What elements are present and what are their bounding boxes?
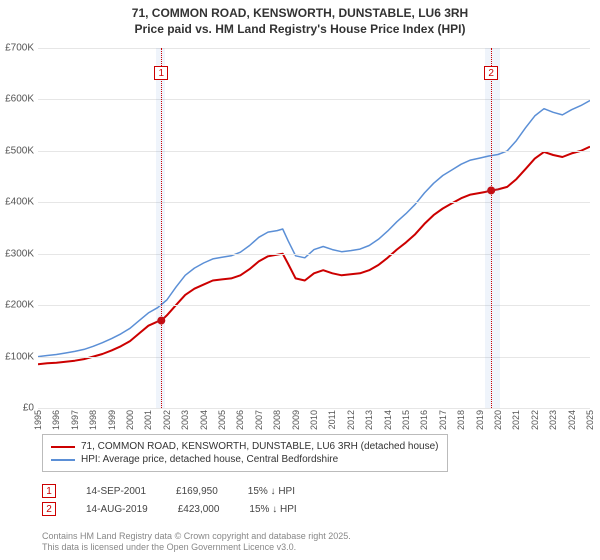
attribution: Contains HM Land Registry data © Crown c… bbox=[42, 531, 351, 554]
x-axis-label: 2024 bbox=[567, 410, 577, 430]
y-axis-label: £300K bbox=[5, 248, 38, 259]
x-axis-label: 1997 bbox=[70, 410, 80, 430]
x-axis-label: 2005 bbox=[217, 410, 227, 430]
sale-hpi-delta: 15% ↓ HPI bbox=[249, 504, 296, 515]
sales-block: 1 14-SEP-2001 £169,950 15% ↓ HPI 2 14-AU… bbox=[42, 480, 297, 520]
title-line-1: 71, COMMON ROAD, KENSWORTH, DUNSTABLE, L… bbox=[0, 6, 600, 22]
x-axis-label: 2022 bbox=[530, 410, 540, 430]
legend-label: 71, COMMON ROAD, KENSWORTH, DUNSTABLE, L… bbox=[81, 441, 439, 452]
sale-hpi-delta: 15% ↓ HPI bbox=[248, 486, 295, 497]
sale-row-1: 1 14-SEP-2001 £169,950 15% ↓ HPI bbox=[42, 484, 297, 498]
x-axis-label: 2000 bbox=[125, 410, 135, 430]
x-axis-label: 2014 bbox=[383, 410, 393, 430]
x-axis-label: 2010 bbox=[309, 410, 319, 430]
sale-date: 14-SEP-2001 bbox=[86, 486, 146, 497]
gridline bbox=[38, 151, 590, 152]
marker-box: 1 bbox=[154, 66, 168, 80]
chart-area: £0£100K£200K£300K£400K£500K£600K£700K199… bbox=[38, 48, 590, 408]
gridline bbox=[38, 48, 590, 49]
x-axis-label: 2011 bbox=[327, 410, 337, 429]
title-line-2: Price paid vs. HM Land Registry's House … bbox=[0, 22, 600, 38]
x-axis-label: 2009 bbox=[291, 410, 301, 430]
y-axis-label: £600K bbox=[5, 94, 38, 105]
legend-item-price-paid: 71, COMMON ROAD, KENSWORTH, DUNSTABLE, L… bbox=[51, 441, 439, 452]
legend-label: HPI: Average price, detached house, Cent… bbox=[81, 454, 338, 465]
title-block: 71, COMMON ROAD, KENSWORTH, DUNSTABLE, L… bbox=[0, 0, 600, 37]
gridline bbox=[38, 254, 590, 255]
x-axis-label: 2023 bbox=[548, 410, 558, 430]
attribution-line-2: This data is licensed under the Open Gov… bbox=[42, 542, 351, 554]
chart-svg bbox=[38, 48, 590, 408]
x-axis-label: 2017 bbox=[438, 410, 448, 430]
y-axis-label: £500K bbox=[5, 145, 38, 156]
x-axis-label: 2019 bbox=[475, 410, 485, 430]
gridline bbox=[38, 305, 590, 306]
y-axis-label: £700K bbox=[5, 43, 38, 54]
x-axis-label: 1996 bbox=[51, 410, 61, 430]
y-axis-label: £400K bbox=[5, 197, 38, 208]
marker-box: 2 bbox=[484, 66, 498, 80]
sale-price: £169,950 bbox=[176, 486, 218, 497]
x-axis-label: 2003 bbox=[180, 410, 190, 430]
x-axis-label: 2016 bbox=[419, 410, 429, 430]
x-axis-label: 2025 bbox=[585, 410, 595, 430]
series-price_paid bbox=[38, 147, 590, 365]
chart-container: 71, COMMON ROAD, KENSWORTH, DUNSTABLE, L… bbox=[0, 0, 600, 560]
gridline bbox=[38, 202, 590, 203]
sale-marker-icon: 1 bbox=[42, 484, 56, 498]
marker-line bbox=[491, 48, 492, 408]
x-axis-label: 2015 bbox=[401, 410, 411, 430]
x-axis-label: 2007 bbox=[254, 410, 264, 430]
legend-swatch bbox=[51, 446, 75, 448]
x-axis-label: 2008 bbox=[272, 410, 282, 430]
x-axis-label: 2006 bbox=[235, 410, 245, 430]
x-axis-label: 2001 bbox=[143, 410, 153, 430]
legend-swatch bbox=[51, 459, 75, 461]
x-axis-label: 2018 bbox=[456, 410, 466, 430]
series-hpi bbox=[38, 101, 590, 357]
x-axis-label: 1998 bbox=[88, 410, 98, 430]
legend-item-hpi: HPI: Average price, detached house, Cent… bbox=[51, 454, 439, 465]
gridline bbox=[38, 357, 590, 358]
y-axis-label: £100K bbox=[5, 351, 38, 362]
sale-price: £423,000 bbox=[178, 504, 220, 515]
sale-date: 14-AUG-2019 bbox=[86, 504, 148, 515]
x-axis-label: 2002 bbox=[162, 410, 172, 430]
x-axis-label: 2012 bbox=[346, 410, 356, 430]
sale-marker-icon: 2 bbox=[42, 502, 56, 516]
x-axis-label: 2004 bbox=[199, 410, 209, 430]
sale-row-2: 2 14-AUG-2019 £423,000 15% ↓ HPI bbox=[42, 502, 297, 516]
legend: 71, COMMON ROAD, KENSWORTH, DUNSTABLE, L… bbox=[42, 434, 448, 472]
shaded-band bbox=[485, 48, 500, 408]
y-axis-label: £200K bbox=[5, 300, 38, 311]
x-axis-label: 2020 bbox=[493, 410, 503, 430]
gridline bbox=[38, 408, 590, 409]
x-axis-label: 1999 bbox=[107, 410, 117, 430]
attribution-line-1: Contains HM Land Registry data © Crown c… bbox=[42, 531, 351, 543]
x-axis-label: 1995 bbox=[33, 410, 43, 430]
marker-line bbox=[161, 48, 162, 408]
gridline bbox=[38, 99, 590, 100]
x-axis-label: 2013 bbox=[364, 410, 374, 430]
x-axis-label: 2021 bbox=[511, 410, 521, 430]
